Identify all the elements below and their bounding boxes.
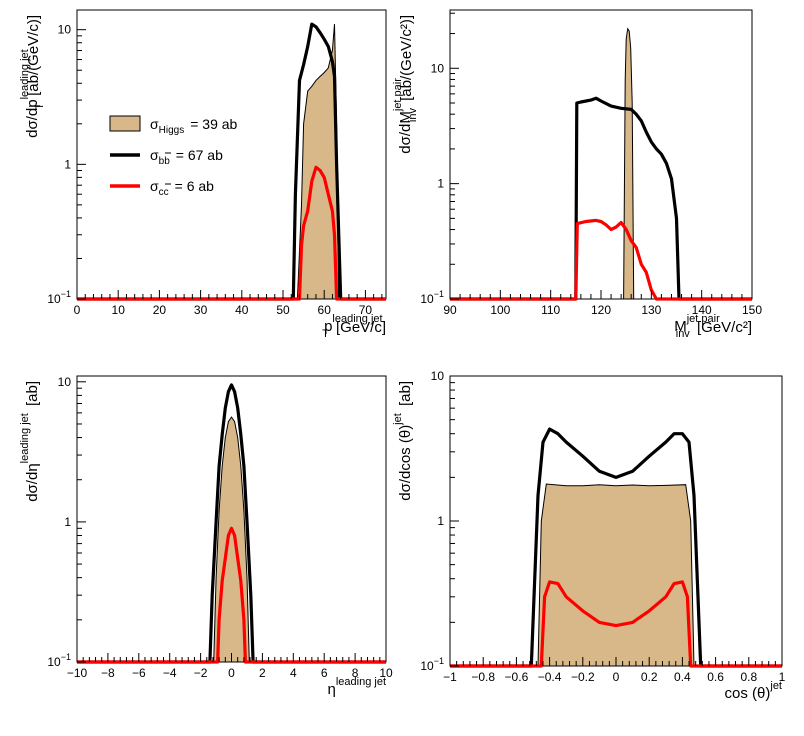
y-tick-label: 10−1 — [47, 289, 71, 306]
x-tick-label: −6 — [132, 666, 146, 680]
x-tick-label: 60 — [318, 303, 332, 317]
x-tick-label: 90 — [443, 303, 457, 317]
y-tick-label: 1 — [64, 157, 71, 171]
x-tick-label: 150 — [742, 303, 762, 317]
y-tick-label: 1 — [437, 177, 444, 191]
series-cc-line — [77, 165, 386, 301]
x-tick-label: 6 — [321, 666, 328, 680]
x-axis-label: Mjet pair inv [GeV/c²] — [674, 313, 752, 340]
y-tick-label: 10−1 — [420, 289, 444, 306]
x-tick-label: 40 — [235, 303, 249, 317]
x-tick-label: 30 — [194, 303, 208, 317]
x-tick-label: 20 — [153, 303, 167, 317]
y-tick-label: 10−1 — [47, 652, 71, 669]
x-tick-label: 8 — [352, 666, 359, 680]
y-tick-label: 10−1 — [420, 656, 444, 673]
y-tick-label: 10 — [431, 369, 445, 383]
series-cc-line — [450, 580, 782, 668]
x-axis-label: ηleading jet — [328, 676, 387, 698]
x-tick-label: −0.6 — [505, 670, 529, 684]
x-tick-label: 4 — [290, 666, 297, 680]
x-tick-label: 0 — [74, 303, 81, 317]
x-tick-label: 140 — [692, 303, 712, 317]
series-bb-line — [77, 383, 386, 664]
legend: σHiggs = 39 ab σbb = 67 ab σcc = 6 ab — [109, 115, 238, 198]
x-tick-label: 110 — [541, 303, 560, 317]
x-axis-label: cos (θ)jet — [725, 680, 782, 702]
x-tick-label: 130 — [641, 303, 661, 317]
series-cc-line — [450, 218, 752, 301]
y-axis-label: dσ/dηleading jet [ab] — [19, 381, 41, 502]
series-cc-line — [77, 526, 386, 664]
y-tick-label: 10 — [431, 61, 445, 75]
x-tick-label: 70 — [359, 303, 373, 317]
x-tick-label: 50 — [276, 303, 290, 317]
series-higgs-area — [213, 416, 250, 663]
panel-4: −1 −0.8 −0.6 −0.4 −0.2 0 0.2 0.4 0.6 0.8 1 10−1 1 10 c… — [392, 369, 786, 702]
y-axis-label: dσ/dcos (θ)jet [ab] — [392, 381, 414, 501]
y-tick-label: 1 — [64, 515, 71, 529]
x-tick-label: 0.8 — [740, 670, 757, 684]
x-tick-label: −1 — [443, 670, 457, 684]
x-tick-label: 120 — [591, 303, 611, 317]
y-tick-label: 1 — [437, 514, 444, 528]
x-tick-label: −0.4 — [538, 670, 562, 684]
x-tick-label: 0 — [228, 666, 235, 680]
legend-higgs-swatch — [109, 115, 141, 132]
x-tick-label: 0.4 — [674, 670, 691, 684]
x-tick-label: 0.6 — [707, 670, 724, 684]
x-tick-label: 2 — [259, 666, 266, 680]
legend-higgs-label: σHiggs = 39 ab — [150, 116, 238, 136]
panel-1: 0 10 20 30 40 50 60 70 10−1 1 10 pleading jet T [GeV… — [19, 9, 387, 340]
legend-cc-label: σcc = 6 ab — [150, 178, 214, 198]
y-tick-label: 10 — [58, 375, 72, 389]
x-axis-label: pleading jet T [GeV/c] — [322, 313, 386, 340]
y-axis-label: dσ/dpleading jetT [ab/(GeV/c)] — [19, 15, 46, 138]
x-tick-label: 10 — [112, 303, 126, 317]
x-tick-label: −8 — [101, 666, 115, 680]
series-bb-line — [77, 22, 386, 301]
x-tick-label: 0 — [613, 670, 620, 684]
x-tick-label: −0.8 — [471, 670, 495, 684]
legend-bb-label: σbb = 67 ab — [150, 147, 223, 167]
x-tick-label: −0.2 — [571, 670, 595, 684]
series-higgs-area — [537, 483, 695, 667]
x-tick-label: 100 — [490, 303, 510, 317]
x-tick-label: −4 — [163, 666, 177, 680]
x-tick-label: −10 — [67, 666, 88, 680]
series-bb-line — [450, 427, 782, 668]
y-axis-label: dσ/dMjet pairinv [ab/(GeV/c²)] — [392, 15, 419, 154]
series-bb-line — [450, 96, 752, 301]
x-tick-label: 1 — [779, 670, 786, 684]
x-tick-label: 10 — [379, 666, 393, 680]
x-tick-label: 0.2 — [641, 670, 658, 684]
y-tick-label: 10 — [58, 23, 72, 37]
x-tick-label: −2 — [194, 666, 208, 680]
